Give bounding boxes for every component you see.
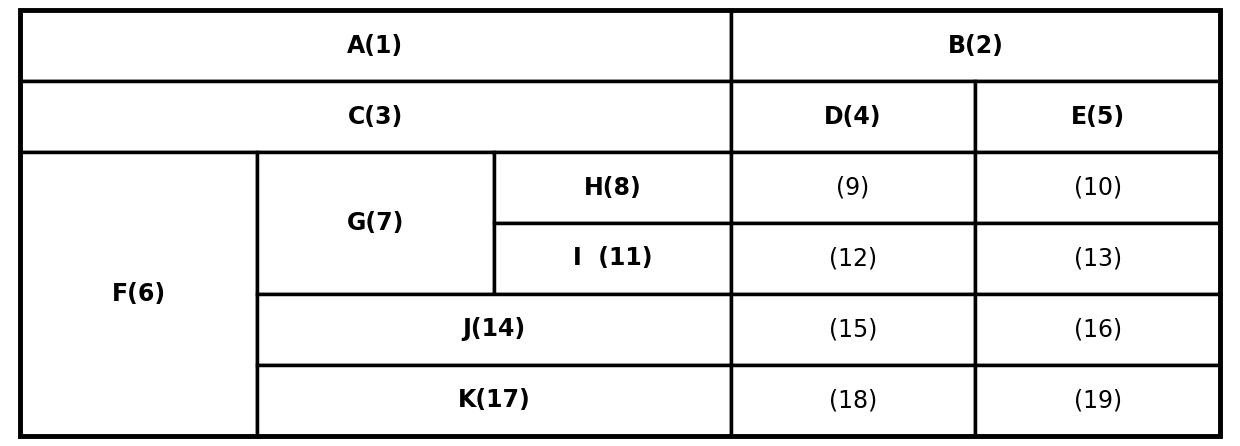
Text: (19): (19) (1074, 388, 1122, 413)
Bar (257, 365, 730, 436)
Text: E(5): E(5) (1070, 105, 1125, 128)
Bar (976, 81, 1220, 152)
Bar (730, 223, 976, 294)
Text: (9): (9) (837, 176, 869, 199)
Text: H(8): H(8) (584, 176, 641, 199)
Bar (976, 365, 1220, 436)
Text: D(4): D(4) (825, 105, 882, 128)
Bar (257, 294, 730, 365)
Bar (20, 81, 730, 152)
Bar (494, 152, 730, 223)
Text: (15): (15) (828, 318, 877, 341)
Bar (730, 152, 976, 223)
Text: K(17): K(17) (458, 388, 531, 413)
Bar (730, 294, 976, 365)
Text: G(7): G(7) (347, 211, 404, 235)
Text: B(2): B(2) (947, 33, 1003, 58)
Bar (730, 10, 1220, 81)
Text: (16): (16) (1074, 318, 1122, 341)
Bar (976, 152, 1220, 223)
Text: (12): (12) (830, 247, 877, 270)
Bar (494, 223, 730, 294)
Text: (18): (18) (830, 388, 877, 413)
Text: (10): (10) (1074, 176, 1122, 199)
Text: I  (11): I (11) (573, 247, 652, 270)
Text: A(1): A(1) (347, 33, 403, 58)
Text: (13): (13) (1074, 247, 1122, 270)
Bar (976, 223, 1220, 294)
Bar (730, 365, 976, 436)
Text: J(14): J(14) (463, 318, 526, 341)
Bar (730, 81, 976, 152)
Bar (20, 152, 257, 436)
Bar (20, 10, 730, 81)
Bar (976, 294, 1220, 365)
Text: F(6): F(6) (112, 282, 166, 306)
Bar (257, 152, 494, 294)
Text: C(3): C(3) (347, 105, 403, 128)
